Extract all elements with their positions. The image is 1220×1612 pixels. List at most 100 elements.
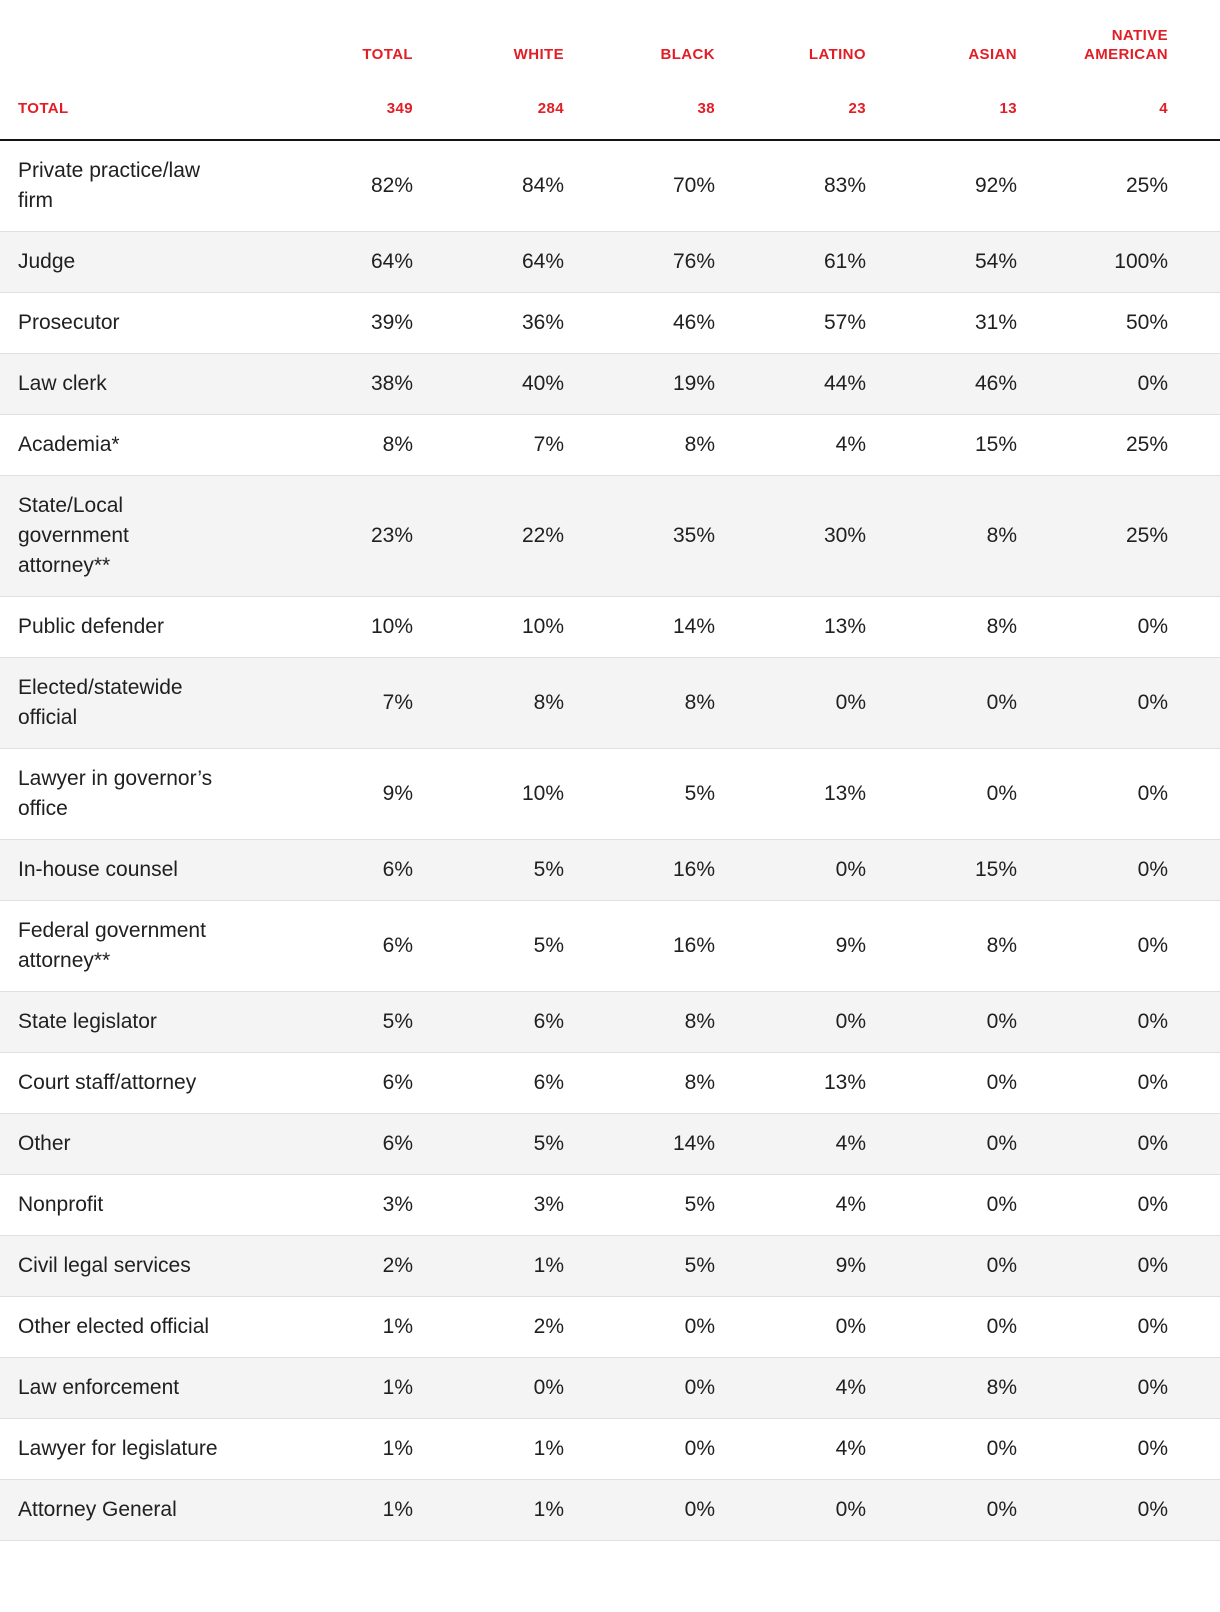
cell-value: 19%	[672, 372, 715, 395]
cell-value: 6%	[533, 1010, 564, 1033]
cell-value: 7%	[382, 691, 413, 714]
cell-value: 7%	[533, 433, 564, 456]
cell-value: 8%	[986, 524, 1017, 547]
cell-value: 13%	[823, 1071, 866, 1094]
table-row-other-elected-official: Other elected official 1% 2% 0% 0% 0% 0%	[0, 1296, 1220, 1358]
cell-value: 4%	[835, 433, 866, 456]
cell-value: 9%	[835, 934, 866, 957]
column-header-asian: ASIAN	[866, 0, 1017, 76]
cell-value: 0%	[1137, 372, 1168, 395]
cell-value: 8%	[684, 1071, 715, 1094]
cell-value: 10%	[370, 615, 413, 638]
cell-value: 0%	[1137, 1071, 1168, 1094]
cell-value: 5%	[382, 1010, 413, 1033]
cell-value: 84%	[521, 174, 564, 197]
cell-value: 0%	[1137, 782, 1168, 805]
table-row-judge: Judge 64% 64% 76% 61% 54% 100%	[0, 231, 1220, 293]
cell-value: 70%	[672, 174, 715, 197]
table-row-lawyer-in-governor-s-office: Lawyer in governor’s office 9% 10% 5% 13% 0% 0…	[0, 748, 1220, 840]
corner-cell	[0, 0, 262, 76]
cell-value: 100%	[1114, 250, 1168, 273]
cell-value: 0%	[986, 1193, 1017, 1216]
cell-value: 5%	[684, 1193, 715, 1216]
cell-value: 83%	[823, 174, 866, 197]
table-row-state-local-government-attorney: State/Local government attorney** 23% 22% 3…	[0, 475, 1220, 597]
row-label: Court staff/attorney	[18, 1071, 197, 1094]
cell-value: 5%	[684, 1254, 715, 1277]
table-row-state-legislator: State legislator 5% 6% 8% 0% 0% 0%	[0, 991, 1220, 1053]
table-row-prosecutor: Prosecutor 39% 36% 46% 57% 31% 50%	[0, 292, 1220, 354]
cell-value: 6%	[382, 1132, 413, 1155]
cell-value: 1%	[382, 1315, 413, 1338]
cell-value: 14%	[672, 1132, 715, 1155]
cell-value: 30%	[823, 524, 866, 547]
cell-value: 8%	[684, 1010, 715, 1033]
cell-value: 36%	[521, 311, 564, 334]
table-row-private-practice-law-firm: Private practice/law firm 82% 84% 70% 83% 92%…	[0, 140, 1220, 232]
row-label: Civil legal services	[18, 1254, 191, 1277]
cell-value: 1%	[382, 1376, 413, 1399]
cell-value: 0%	[533, 1376, 564, 1399]
total-row-header: TOTAL	[0, 76, 262, 141]
cell-value: 25%	[1125, 433, 1168, 456]
row-label: State legislator	[18, 1010, 157, 1033]
cell-value: 5%	[533, 934, 564, 957]
cell-value: 50%	[1125, 311, 1168, 334]
cell-value: 54%	[974, 250, 1017, 273]
cell-value: 22%	[521, 524, 564, 547]
cell-value: 10%	[521, 782, 564, 805]
cell-value: 0%	[986, 1315, 1017, 1338]
column-header-label: BLACK	[660, 46, 715, 63]
cell-value: 57%	[823, 311, 866, 334]
cell-value: 6%	[382, 858, 413, 881]
cell-value: 8%	[684, 691, 715, 714]
cell-value: 8%	[684, 433, 715, 456]
column-header-white: WHITE	[413, 0, 564, 76]
cell-value: 16%	[672, 858, 715, 881]
cell-value: 5%	[533, 1132, 564, 1155]
table-row-lawyer-for-legislature: Lawyer for legislature 1% 1% 0% 4% 0% 0%	[0, 1418, 1220, 1480]
row-label: Law clerk	[18, 372, 107, 395]
column-count-row: TOTAL 349 284 38 23 13 4	[0, 76, 1220, 141]
cell-value: 15%	[974, 858, 1017, 881]
cell-value: 1%	[382, 1498, 413, 1521]
cell-value: 0%	[1137, 1437, 1168, 1460]
cell-value: 25%	[1125, 524, 1168, 547]
row-label: Other elected official	[18, 1315, 210, 1338]
cell-value: 35%	[672, 524, 715, 547]
table-row-other: Other 6% 5% 14% 4% 0% 0%	[0, 1113, 1220, 1175]
cell-value: 64%	[370, 250, 413, 273]
cell-value: 0%	[835, 691, 866, 714]
table-body: Private practice/law firm 82% 84% 70% 83% 92%…	[0, 140, 1220, 1541]
column-header-latino: LATINO	[715, 0, 866, 76]
table-row-law-enforcement: Law enforcement 1% 0% 0% 4% 8% 0%	[0, 1357, 1220, 1419]
cell-value: 5%	[684, 782, 715, 805]
cell-value: 44%	[823, 372, 866, 395]
cell-value: 0%	[986, 1010, 1017, 1033]
table-row-elected-statewide-official: Elected/statewide official 7% 8% 8% 0% 0% 0%	[0, 657, 1220, 749]
column-header-label: NATIVE AMERICAN	[1083, 27, 1168, 63]
table-row-law-clerk: Law clerk 38% 40% 19% 44% 46% 0%	[0, 353, 1220, 415]
cell-value: 0%	[1137, 691, 1168, 714]
row-label: Lawyer in governor’s office	[18, 767, 213, 820]
cell-value: 0%	[835, 1315, 866, 1338]
column-header-label: TOTAL	[362, 46, 413, 63]
cell-value: 0%	[1137, 1498, 1168, 1521]
cell-value: 92%	[974, 174, 1017, 197]
cell-value: 15%	[974, 433, 1017, 456]
table-row-federal-government-attorney: Federal government attorney** 6% 5% 16% 9% 8%…	[0, 900, 1220, 992]
column-header-total: TOTAL	[262, 0, 413, 76]
row-label: In-house counsel	[18, 858, 178, 881]
column-header-label: LATINO	[808, 46, 866, 63]
column-count-asian: 13	[866, 76, 1017, 141]
cell-value: 0%	[684, 1498, 715, 1521]
cell-value: 46%	[672, 311, 715, 334]
column-header-label: WHITE	[513, 46, 564, 63]
cell-value: 25%	[1125, 174, 1168, 197]
cell-value: 0%	[684, 1315, 715, 1338]
career-background-by-race-table: TOTAL WHITE BLACK LATINO ASIAN NATIVE AMERICA…	[0, 0, 1220, 1541]
cell-value: 0%	[684, 1376, 715, 1399]
table-row-in-house-counsel: In-house counsel 6% 5% 16% 0% 15% 0%	[0, 839, 1220, 901]
cell-value: 3%	[533, 1193, 564, 1216]
cell-value: 0%	[1137, 1010, 1168, 1033]
